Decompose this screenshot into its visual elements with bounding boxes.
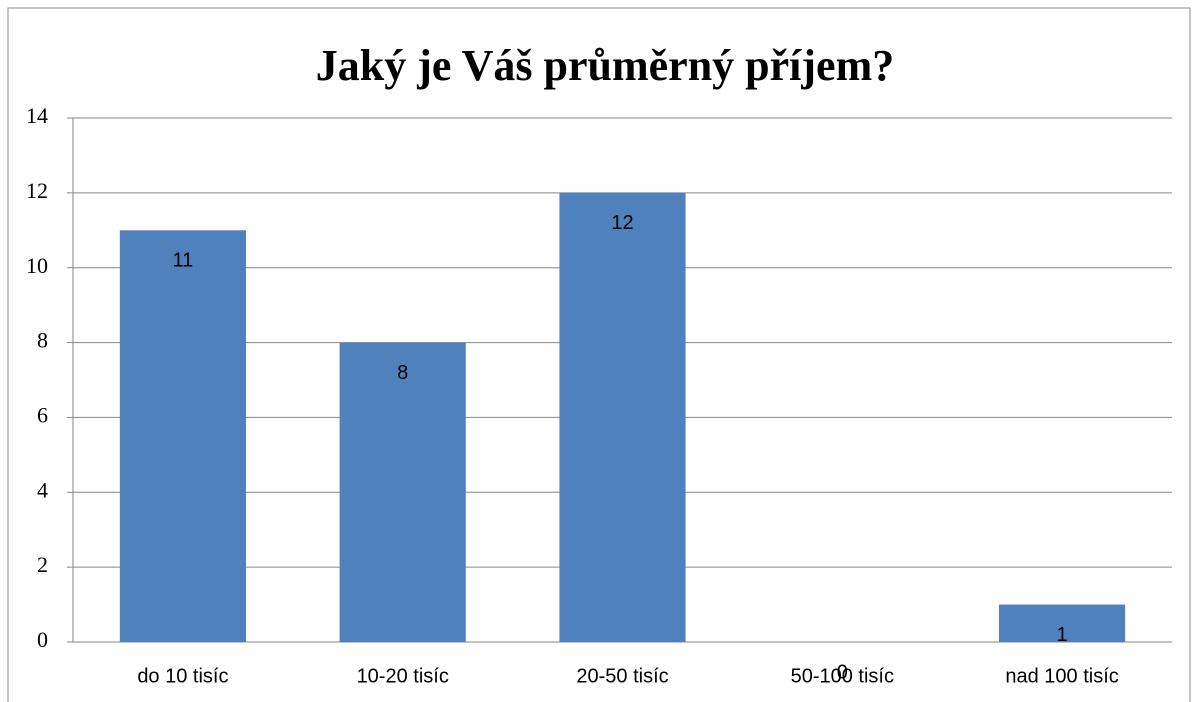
- y-tick-label: 12: [26, 178, 48, 203]
- bar: [119, 230, 246, 643]
- data-label: 1: [1057, 624, 1068, 646]
- x-tick-label: nad 100 tisíc: [1005, 665, 1118, 687]
- x-tick-label: do 10 tisíc: [137, 665, 228, 687]
- data-label: 12: [611, 212, 633, 234]
- y-tick-label: 0: [37, 627, 48, 652]
- x-tick-label: 50-100 tisíc: [791, 665, 894, 687]
- x-tick-label: 20-50 tisíc: [576, 665, 668, 687]
- data-label: 11: [173, 250, 194, 272]
- data-label: 8: [397, 362, 408, 384]
- y-tick-label: 2: [37, 552, 48, 577]
- x-tick-label: 10-20 tisíc: [357, 665, 449, 687]
- bar: [999, 604, 1126, 642]
- chart-title: Jaký je Váš průměrný příjem?: [316, 41, 894, 90]
- bar: [559, 192, 686, 642]
- y-tick-label: 10: [26, 253, 48, 278]
- y-tick-label: 6: [37, 402, 48, 427]
- data-label: 0: [837, 661, 848, 683]
- y-tick-label: 4: [37, 477, 48, 502]
- y-tick-label: 14: [26, 103, 48, 128]
- y-tick-label: 8: [37, 328, 48, 353]
- chart-border: [7, 7, 1191, 702]
- bar: [339, 342, 466, 642]
